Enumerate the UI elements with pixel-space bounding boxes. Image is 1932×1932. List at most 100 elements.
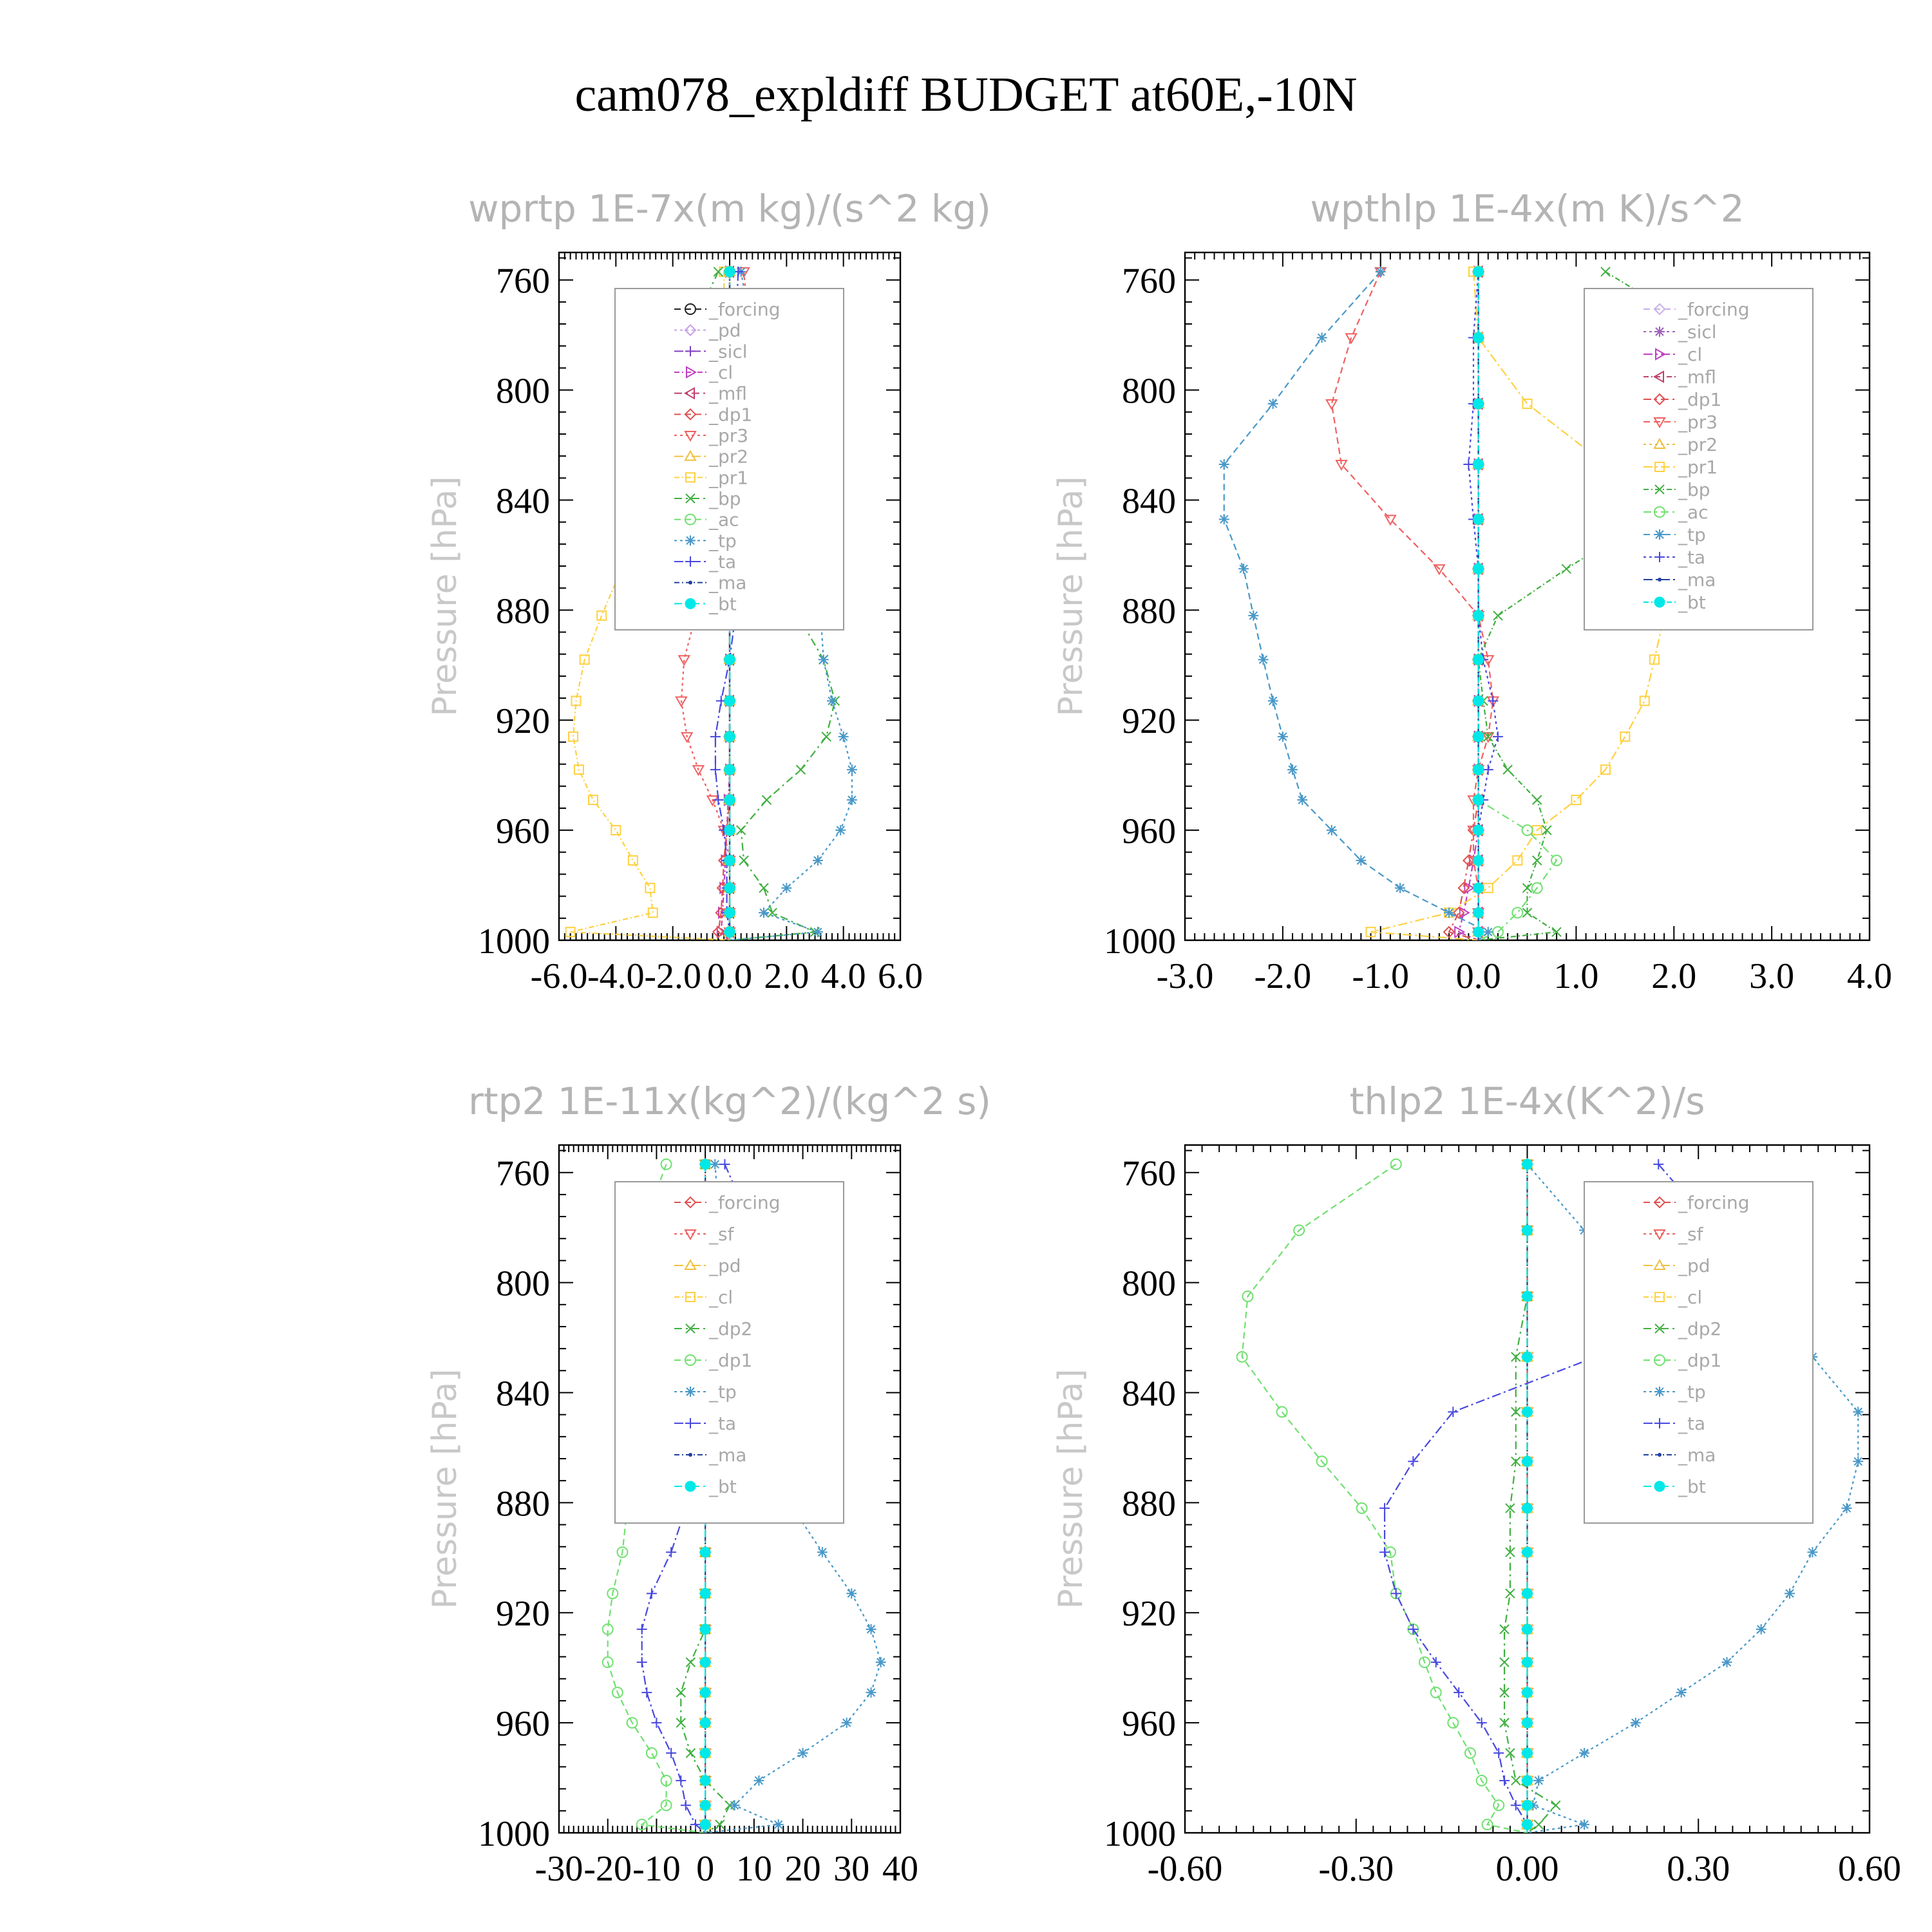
legend-entry: _forcing: [674, 299, 781, 320]
data-point: [1430, 1657, 1441, 1668]
data-point: [1473, 266, 1484, 278]
data-point: [1522, 1224, 1533, 1236]
data-point: [1511, 1352, 1521, 1362]
data-point: [690, 1819, 701, 1830]
x-tick-label: -10: [632, 1849, 681, 1889]
legend-label: _sf: [708, 1224, 735, 1245]
chart-panel-2: wpthlp 1E-4x(m K)/s^2 Pressure [hPa] -3.0 -…: [1052, 187, 1892, 996]
data-point: [588, 795, 598, 806]
x-tick-label: -20: [583, 1849, 632, 1889]
data-point: [1600, 764, 1611, 775]
legend-marker: [1654, 1418, 1665, 1428]
series-line: [1223, 271, 1490, 940]
data-point: [676, 1718, 686, 1728]
legend-marker: [684, 450, 697, 461]
data-point: [1522, 1159, 1533, 1170]
data-point: [1463, 459, 1474, 469]
data-point: [1464, 882, 1475, 895]
data-point: [1473, 513, 1484, 525]
data-point: [699, 1546, 711, 1558]
data-point: [645, 882, 656, 893]
y-tick-label: 880: [496, 1484, 550, 1524]
data-point: [1841, 1502, 1852, 1513]
data-point: [1492, 731, 1503, 742]
legend-marker: [688, 1453, 692, 1457]
data-point: [1390, 1588, 1401, 1599]
legend-entry: _dp1: [1643, 389, 1721, 410]
data-point: [601, 1656, 614, 1669]
series-ta: [1463, 266, 1503, 940]
data-point: [1488, 696, 1499, 706]
y-tick-label: 800: [496, 1264, 550, 1304]
data-point: [795, 764, 806, 775]
legend-label: _sf: [1678, 1224, 1704, 1245]
legend-label: _tp: [708, 530, 737, 551]
data-point: [636, 1819, 648, 1831]
legend-marker: [1654, 1292, 1665, 1302]
series-line: [680, 271, 756, 940]
data-point: [1522, 1687, 1533, 1698]
series-dp1: [1443, 265, 1484, 940]
data-point: [1473, 764, 1484, 775]
data-point: [1481, 1819, 1493, 1831]
data-point: [660, 1799, 672, 1812]
y-tick-label: 1000: [478, 922, 550, 961]
data-point: [1375, 266, 1386, 277]
data-point: [1533, 1775, 1544, 1786]
legend-marker: [1654, 484, 1665, 495]
data-point: [1345, 333, 1358, 345]
series-line: [1477, 271, 1558, 940]
data-point: [712, 925, 724, 938]
legend-entry: _sicl: [1643, 321, 1717, 343]
legend-entry: _pd: [1643, 1255, 1710, 1276]
legend-entry: _ma: [674, 1444, 746, 1466]
legend-label: _sicl: [708, 341, 748, 362]
data-point: [1464, 1747, 1476, 1759]
legend-marker: [1653, 1196, 1666, 1209]
legend-marker: [1654, 1323, 1665, 1334]
data-point: [1459, 906, 1470, 920]
legend-label: _tp: [1678, 524, 1706, 545]
data-point: [1482, 882, 1493, 893]
y-tick-label: 1000: [1104, 922, 1176, 961]
data-point: [713, 267, 724, 277]
data-point: [759, 883, 769, 893]
y-tick-label: 920: [1122, 701, 1176, 741]
y-tick-label: 880: [1122, 591, 1176, 631]
data-point: [1316, 332, 1327, 343]
legend-marker: [686, 366, 697, 379]
series-dp1: [1236, 1158, 1528, 1833]
data-point: [1258, 654, 1269, 665]
legend-entry: _cl: [1643, 1287, 1702, 1308]
legend-label: _dp1: [708, 1350, 752, 1371]
legend-entry: _pr1: [674, 467, 748, 488]
legend-entry: _tp: [674, 1381, 737, 1403]
data-point: [646, 1588, 657, 1599]
x-tick-label: 0.0: [1456, 956, 1501, 996]
series-line: [570, 271, 730, 940]
data-point: [710, 764, 721, 775]
data-point: [812, 927, 823, 938]
data-point: [1522, 1502, 1533, 1514]
y-tick-label: 840: [1122, 1374, 1176, 1414]
legend-marker: [1654, 462, 1665, 472]
data-point: [1482, 927, 1493, 938]
y-tick-label: 760: [496, 261, 550, 301]
x-tick-label: 30: [833, 1849, 869, 1889]
data-point: [1430, 1687, 1442, 1699]
data-point: [1579, 1819, 1590, 1830]
data-point: [724, 855, 735, 866]
data-point: [692, 765, 705, 777]
data-point: [641, 1687, 652, 1698]
legend-entry: _pr3: [674, 425, 748, 446]
x-tick-label: -4.0: [587, 956, 645, 996]
legend-entry: _dp1: [1643, 1350, 1721, 1371]
legend-entry: _ta: [1643, 1413, 1705, 1434]
data-point: [1512, 855, 1523, 866]
data-point: [685, 1657, 696, 1667]
legend-entry: _forcing: [1643, 299, 1750, 320]
data-point: [710, 1159, 721, 1170]
data-point: [1499, 1657, 1510, 1667]
data-point: [1433, 564, 1446, 576]
y-tick-label: 800: [1122, 1264, 1176, 1304]
